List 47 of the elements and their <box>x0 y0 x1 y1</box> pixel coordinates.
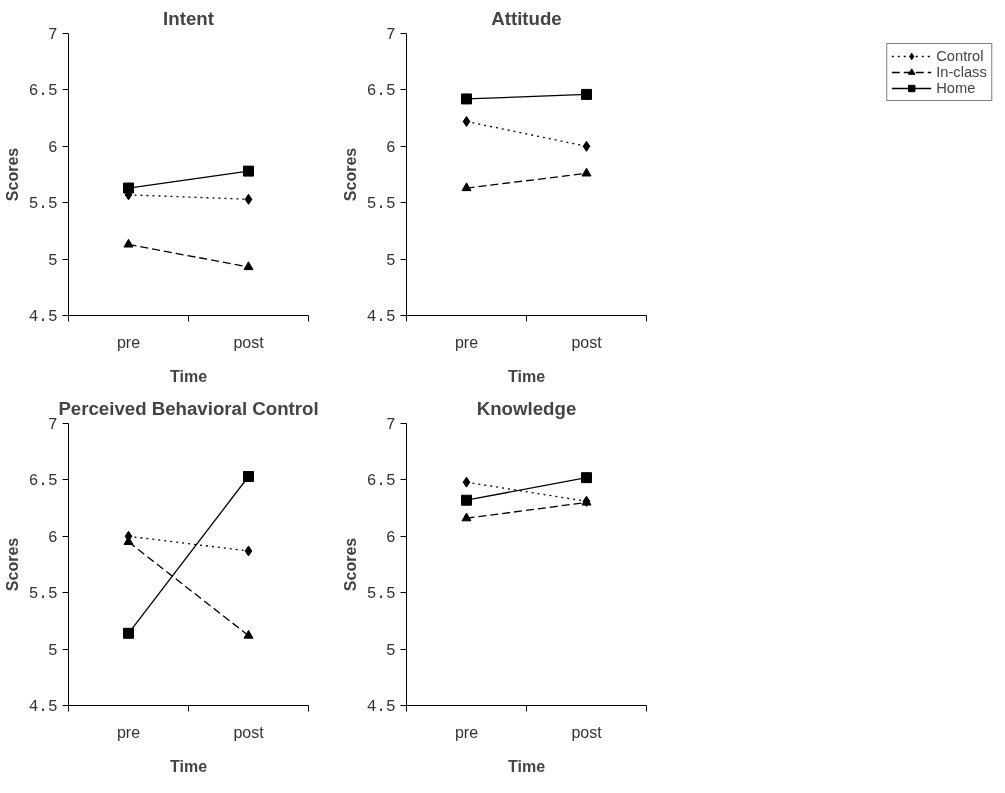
y-tick-label: 6.5 <box>366 82 396 101</box>
y-tick-label: 4.5 <box>366 698 396 716</box>
y-axis-title: Scores <box>3 537 21 592</box>
legend-label: In-class <box>936 64 987 80</box>
x-axis-title: Time <box>169 367 208 385</box>
x-tick-label: post <box>571 723 603 741</box>
x-axis-title: Time <box>169 757 208 775</box>
chart-title: Perceived Behavioral Control <box>58 397 319 419</box>
y-tick-label: 6 <box>385 528 396 547</box>
x-tick-label: pre <box>454 333 479 351</box>
y-axis-title: Scores <box>341 537 359 592</box>
y-tick-label: 7 <box>385 416 396 434</box>
x-tick-label: pre <box>116 333 141 351</box>
y-tick-label: 5 <box>47 641 58 660</box>
y-tick-label: 5 <box>385 641 396 660</box>
y-tick-label: 4.5 <box>28 698 58 716</box>
y-axis-title: Scores <box>3 147 21 202</box>
y-tick-label: 5 <box>47 251 58 270</box>
x-axis-title: Time <box>507 757 546 775</box>
y-tick-label: 6 <box>385 138 396 157</box>
y-tick-label: 5 <box>385 251 396 270</box>
y-tick-label: 5.5 <box>28 585 58 604</box>
x-tick-label: pre <box>116 723 141 741</box>
y-tick-label: 6.5 <box>28 472 58 491</box>
y-tick-label: 6.5 <box>28 82 58 101</box>
y-tick-label: 6.5 <box>366 472 396 491</box>
y-tick-label: 7 <box>385 26 396 44</box>
x-tick-label: post <box>233 723 265 741</box>
y-tick-label: 6 <box>47 138 58 157</box>
chart-title: Knowledge <box>476 397 577 419</box>
y-tick-label: 5.5 <box>366 585 396 604</box>
y-tick-label: 4.5 <box>366 308 396 326</box>
chart-title: Attitude <box>491 7 562 29</box>
x-tick-label: post <box>233 333 265 351</box>
y-tick-label: 7 <box>47 416 58 434</box>
y-tick-label: 7 <box>47 26 58 44</box>
x-axis-title: Time <box>507 367 546 385</box>
chart-title: Intent <box>163 7 214 29</box>
legend-label: Home <box>936 80 976 96</box>
y-tick-label: 6 <box>47 528 58 547</box>
x-tick-label: post <box>571 333 603 351</box>
x-tick-label: pre <box>454 723 479 741</box>
y-tick-label: 4.5 <box>28 308 58 326</box>
legend-label: Control <box>936 48 984 64</box>
y-tick-label: 5.5 <box>366 195 396 214</box>
y-tick-label: 5.5 <box>28 195 58 214</box>
y-axis-title: Scores <box>341 147 359 202</box>
